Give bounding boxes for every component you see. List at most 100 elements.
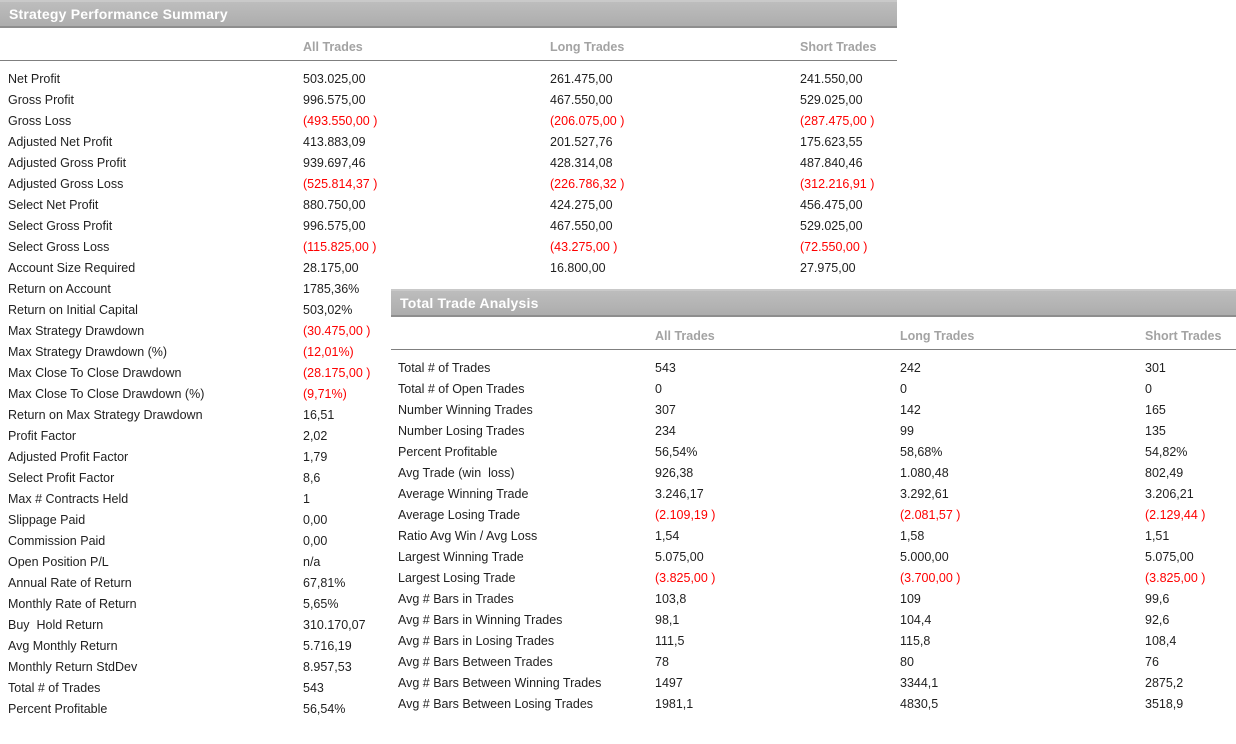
table-row: Net Profit 503.025,00 261.475,00 241.550,00 <box>0 69 897 90</box>
value-all-trades: 56,54% <box>655 445 698 459</box>
value-long-trades: 3344,1 <box>900 676 939 690</box>
value-all-trades: 1 <box>303 492 310 506</box>
table-row: Avg # Bars Between Losing Trades 1981,1 48… <box>391 694 1236 715</box>
column-header-long-trades: Long Trades <box>550 40 625 54</box>
value-long-trades: 428.314,08 <box>550 156 613 170</box>
metric-label: Average Losing Trade <box>398 508 521 522</box>
table-row: Total # of Open Trades 0 0 0 <box>391 379 1236 400</box>
table-row: Max Strategy Drawdown (%) (12,01%) <box>0 342 897 363</box>
value-short-trades: 135 <box>1145 424 1166 438</box>
value-all-trades: 103,8 <box>655 592 687 606</box>
metric-label: Total # of Open Trades <box>398 382 525 396</box>
value-all-trades: 2,02 <box>303 429 328 443</box>
metric-label: Annual Rate of Return <box>8 576 132 590</box>
metric-label: Select Gross Profit <box>8 219 113 233</box>
value-all-trades: 5.075,00 <box>655 550 704 564</box>
section-title: Strategy Performance Summary <box>9 6 228 22</box>
value-long-trades: 99 <box>900 424 914 438</box>
metric-label: Ratio Avg Win / Avg Loss <box>398 529 538 543</box>
table-row: Avg Monthly Return 5.716,19 <box>0 636 897 657</box>
table-row: Average Losing Trade (2.109,19 ) (2.081,57… <box>391 505 1236 526</box>
value-all-trades: 5.716,19 <box>303 639 352 653</box>
table-row: Number Losing Trades 234 99 135 <box>391 421 1236 442</box>
metric-label: Select Net Profit <box>8 198 99 212</box>
value-long-trades: 80 <box>900 655 914 669</box>
value-all-trades: 503,02% <box>303 303 353 317</box>
table-row: Monthly Return StdDev 8.957,53 <box>0 657 897 678</box>
metric-label: Slippage Paid <box>8 513 86 527</box>
value-all-trades: 413.883,09 <box>303 135 366 149</box>
value-short-trades: 301 <box>1145 361 1166 375</box>
metric-label: Return on Initial Capital <box>8 303 138 317</box>
metric-label: Max Strategy Drawdown (%) <box>8 345 168 359</box>
value-all-trades: 996.575,00 <box>303 219 366 233</box>
value-short-trades: 529.025,00 <box>800 219 863 233</box>
metric-column-header <box>391 329 655 344</box>
value-all-trades: 78 <box>655 655 669 669</box>
table-row: Select Gross Profit 996.575,00 467.550,00 5… <box>0 216 897 237</box>
value-long-trades: (3.700,00 ) <box>900 571 961 585</box>
table-row: Return on Initial Capital 503,02% <box>0 300 897 321</box>
column-header-row: All Trades Long Trades Short Trades <box>0 40 897 61</box>
table-row: Max Close To Close Drawdown (28.175,00 ) <box>0 363 897 384</box>
metric-label: Max Strategy Drawdown <box>8 324 145 338</box>
value-short-trades: 165 <box>1145 403 1166 417</box>
value-all-trades: 1,54 <box>655 529 680 543</box>
section-title: Total Trade Analysis <box>400 295 539 311</box>
value-short-trades: 27.975,00 <box>800 261 856 275</box>
value-short-trades: 108,4 <box>1145 634 1177 648</box>
value-all-trades: 1785,36% <box>303 282 360 296</box>
metric-label: Avg # Bars Between Trades <box>398 655 553 669</box>
metric-label: Account Size Required <box>8 261 136 275</box>
metric-label: Avg # Bars Between Losing Trades <box>398 697 594 711</box>
table-row: Largest Winning Trade 5.075,00 5.000,00 5.0… <box>391 547 1236 568</box>
metric-label: Largest Winning Trade <box>398 550 524 564</box>
value-all-trades: 0,00 <box>303 534 328 548</box>
table-row: Max # Contracts Held 1 <box>0 489 897 510</box>
table-row: Open Position P/L n/a <box>0 552 897 573</box>
value-short-trades: (3.825,00 ) <box>1145 571 1206 585</box>
value-long-trades: 104,4 <box>900 613 932 627</box>
value-short-trades: 54,82% <box>1145 445 1188 459</box>
table-row: Commission Paid 0,00 <box>0 531 897 552</box>
metric-label: Select Profit Factor <box>8 471 115 485</box>
value-short-trades: 802,49 <box>1145 466 1184 480</box>
table-row: Total # of Trades 543 242 301 <box>391 358 1236 379</box>
value-short-trades: 487.840,46 <box>800 156 863 170</box>
metric-label: Number Losing Trades <box>398 424 525 438</box>
metric-label: Buy Hold Return <box>8 618 104 632</box>
table-row: Total # of Trades 543 <box>0 678 897 699</box>
value-all-trades: 926,38 <box>655 466 694 480</box>
value-all-trades: 234 <box>655 424 676 438</box>
value-long-trades: (206.075,00 ) <box>550 114 625 128</box>
value-all-trades: (28.175,00 ) <box>303 366 371 380</box>
value-short-trades: 99,6 <box>1145 592 1170 606</box>
value-long-trades: 1,58 <box>900 529 925 543</box>
value-long-trades: (43.275,00 ) <box>550 240 618 254</box>
metric-label: Monthly Return StdDev <box>8 660 138 674</box>
metric-label: Largest Losing Trade <box>398 571 516 585</box>
value-all-trades: 1,79 <box>303 450 328 464</box>
value-long-trades: 142 <box>900 403 921 417</box>
value-short-trades: 92,6 <box>1145 613 1170 627</box>
table-row: Percent Profitable 56,54% 58,68% 54,82% <box>391 442 1236 463</box>
table-row: Select Net Profit 880.750,00 424.275,00 456… <box>0 195 897 216</box>
value-short-trades: 1,51 <box>1145 529 1170 543</box>
table-body: Total # of Trades 543 242 301 Total # of Ope… <box>391 350 1236 715</box>
table-row: Ratio Avg Win / Avg Loss 1,54 1,58 1,51 <box>391 526 1236 547</box>
value-long-trades: 467.550,00 <box>550 219 613 233</box>
metric-label: Total # of Trades <box>398 361 491 375</box>
table-row: Avg # Bars in Trades 103,8 109 99,6 <box>391 589 1236 610</box>
value-all-trades: 503.025,00 <box>303 72 366 86</box>
table-row: Gross Profit 996.575,00 467.550,00 529.025,… <box>0 90 897 111</box>
value-all-trades: 880.750,00 <box>303 198 366 212</box>
value-long-trades: 16.800,00 <box>550 261 606 275</box>
value-short-trades: (312.216,91 ) <box>800 177 875 191</box>
metric-label: Monthly Rate of Return <box>8 597 137 611</box>
table-row: Return on Max Strategy Drawdown 16,51 <box>0 405 897 426</box>
strategy-performance-summary-section: Strategy Performance Summary All Trades … <box>0 0 897 716</box>
value-all-trades: 1497 <box>655 676 683 690</box>
metric-label: Avg Trade (win loss) <box>398 466 515 480</box>
value-all-trades: 28.175,00 <box>303 261 359 275</box>
metric-label: Number Winning Trades <box>398 403 533 417</box>
